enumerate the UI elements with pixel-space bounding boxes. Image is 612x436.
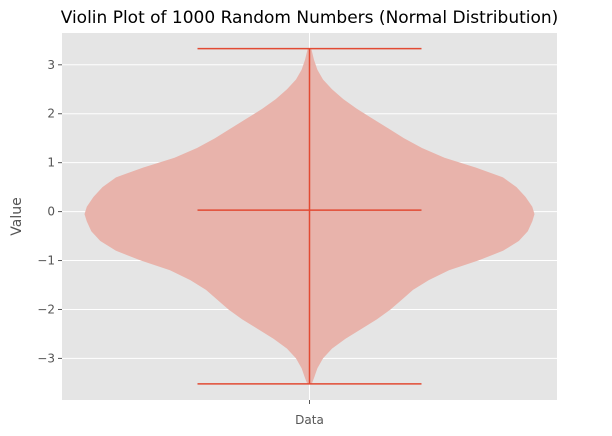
y-tick-label: −2 [37, 302, 55, 316]
y-axis-label: Value [9, 197, 25, 235]
y-tick-label: 1 [47, 156, 55, 170]
y-tick-label: 0 [47, 205, 55, 219]
chart-title: Violin Plot of 1000 Random Numbers (Norm… [61, 8, 559, 28]
y-tick-label: 2 [47, 107, 55, 121]
y-tick-label: −1 [37, 254, 55, 268]
y-tick-labels: −3 −2 −1 0 1 2 3 [37, 58, 62, 365]
x-tick-label: Data [295, 413, 324, 427]
y-tick-label: 3 [47, 58, 55, 72]
y-tick-label: −3 [37, 351, 55, 365]
x-tick-labels: Data [295, 400, 324, 427]
